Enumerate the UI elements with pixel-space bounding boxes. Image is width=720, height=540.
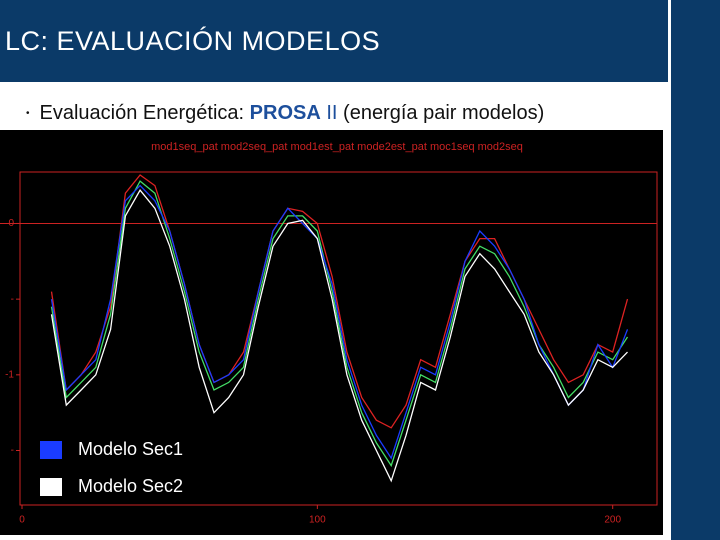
bullet-highlight: PROSA: [249, 102, 321, 124]
series-line: [50, 189, 628, 483]
chart: mod1seq_pat mod2seq_pat mod1est_pat mode…: [0, 130, 663, 535]
bullet: • Evaluación Energética: PROSA II (energí…: [26, 102, 544, 125]
series-line: [50, 180, 629, 468]
header: LC: EVALUACIÓN MODELOS: [0, 0, 668, 82]
bullet-numeral: II: [326, 102, 338, 124]
side-strip: [671, 0, 720, 540]
y-tick-label: -: [11, 294, 14, 305]
bullet-lead: Evaluación Energética:: [39, 102, 245, 124]
y-tick-label: -: [11, 445, 14, 456]
x-tick-label: 100: [309, 515, 326, 526]
plot-frame: [19, 171, 658, 506]
bullet-dot: •: [26, 108, 30, 120]
legend-label: Modelo Sec2: [78, 476, 183, 496]
series-line: [50, 174, 629, 429]
bullet-tail: (energía pair modelos): [343, 102, 545, 124]
series-list: mod1seq_pat mod2seq_pat mod1est_pat mode…: [151, 141, 523, 153]
y-tick-label: -1: [5, 369, 14, 380]
series-line: [50, 184, 629, 460]
legend-swatch: [40, 441, 62, 459]
x-tick-label: 200: [604, 515, 621, 526]
x-tick-label: 0: [19, 515, 25, 526]
slide-title: LC: EVALUACIÓN MODELOS: [5, 26, 381, 56]
plot-background: [0, 130, 663, 535]
legend-swatch: [40, 478, 62, 496]
legend-label: Modelo Sec1: [78, 439, 183, 459]
